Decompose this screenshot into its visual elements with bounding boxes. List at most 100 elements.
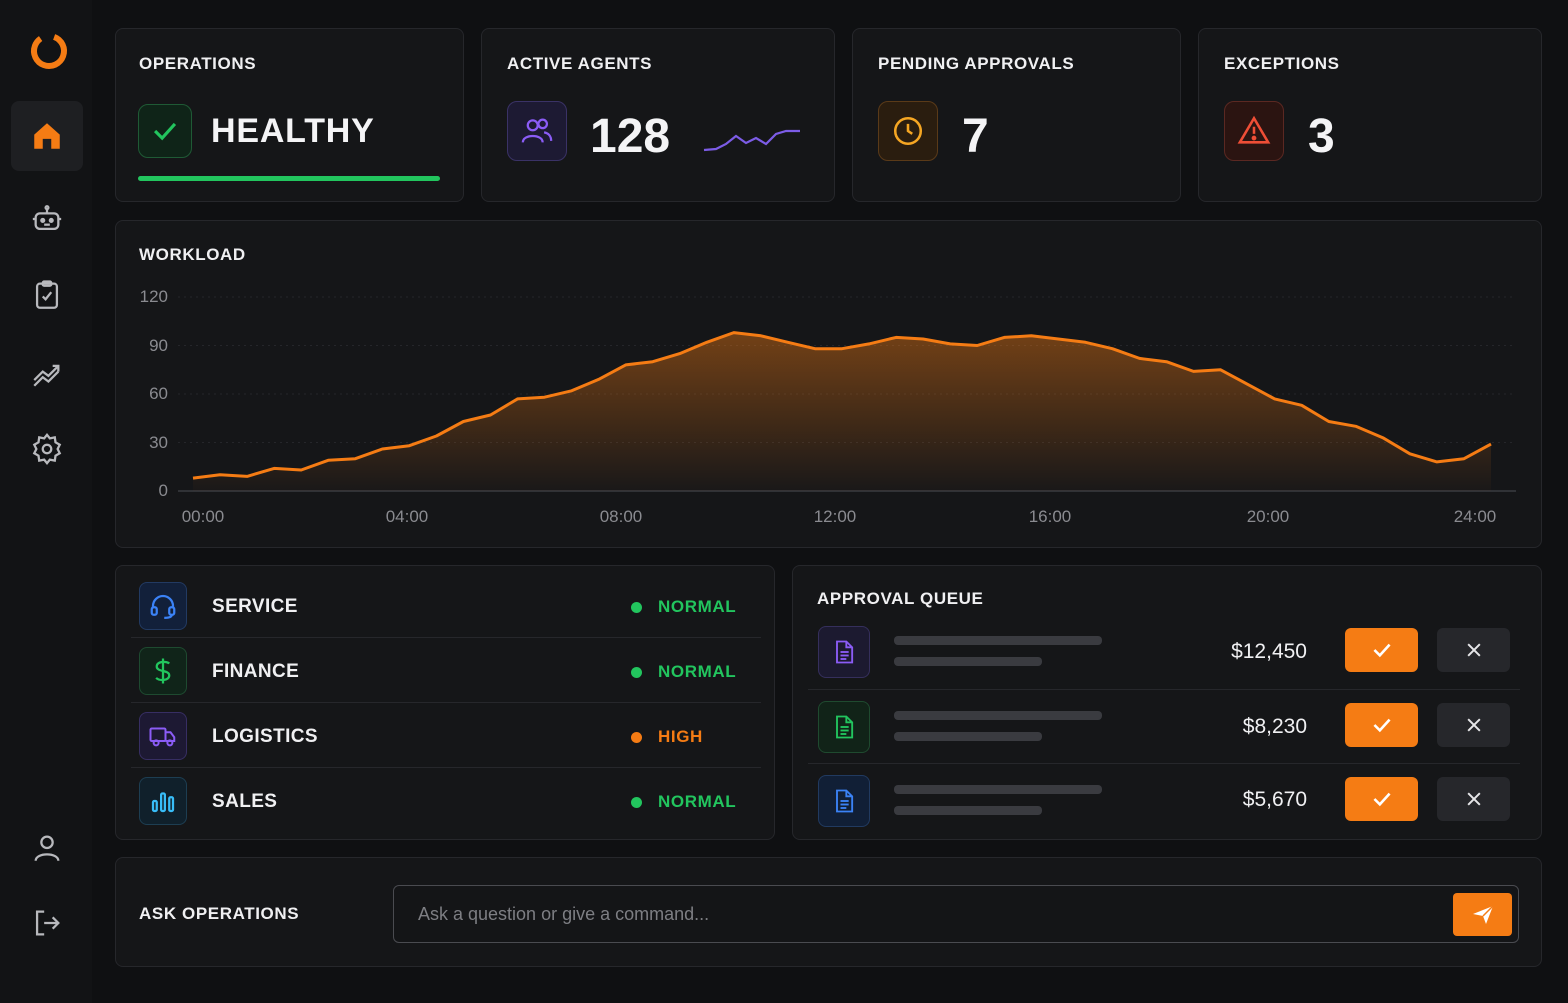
check-icon <box>1372 718 1391 733</box>
nav-profile[interactable] <box>11 813 83 883</box>
placeholder-line <box>894 732 1042 741</box>
ask-operations-card: ASK OPERATIONS <box>115 857 1542 967</box>
x-tick-label: 08:00 <box>599 507 643 526</box>
health-bar-fill <box>138 176 440 181</box>
active-agents-title: ACTIVE AGENTS <box>507 54 653 73</box>
approval-queue-card: APPROVAL QUEUE $12,450 $8,230 <box>792 565 1542 840</box>
check-icon <box>1372 792 1391 807</box>
clock-icon <box>893 116 923 146</box>
approvals-icon-box <box>878 101 938 161</box>
operations-card: OPERATIONS HEALTHY <box>115 28 464 202</box>
document-icon <box>836 789 854 813</box>
exceptions-value: 3 <box>1308 110 1335 163</box>
close-icon <box>1466 792 1481 806</box>
dept-icon-box <box>139 582 187 630</box>
status-dot <box>631 602 642 613</box>
document-icon-box <box>818 626 870 678</box>
active-agents-value: 128 <box>590 110 671 163</box>
workload-chart <box>178 296 1516 492</box>
exceptions-card: EXCEPTIONS 3 <box>1198 28 1542 202</box>
nav-home[interactable] <box>11 101 83 171</box>
dept-row-service[interactable]: SERVICE NORMAL <box>131 574 761 638</box>
dept-label: SERVICE <box>212 596 298 617</box>
approval-queue-title: APPROVAL QUEUE <box>817 589 984 608</box>
dept-status: NORMAL <box>658 792 737 811</box>
close-icon <box>1466 643 1481 657</box>
bar-chart-icon <box>151 792 175 813</box>
y-tick-label: 120 <box>139 287 168 306</box>
operations-title: OPERATIONS <box>139 54 257 73</box>
active-agents-card: ACTIVE AGENTS 128 <box>481 28 835 202</box>
close-icon <box>1466 718 1481 732</box>
status-dot <box>631 732 642 743</box>
send-icon <box>1472 904 1494 924</box>
pending-approvals-card: PENDING APPROVALS 7 <box>852 28 1181 202</box>
approve-button[interactable] <box>1345 777 1418 821</box>
approval-amount: $5,670 <box>1242 788 1307 811</box>
nav-tasks[interactable] <box>11 260 83 330</box>
document-icon-box <box>818 701 870 753</box>
y-tick-label: 30 <box>149 432 168 452</box>
x-tick-label: 12:00 <box>813 507 857 526</box>
status-dot <box>631 797 642 808</box>
agents-icon-box <box>507 101 567 161</box>
dept-row-sales[interactable]: SALES NORMAL <box>131 769 761 833</box>
nav-analytics[interactable] <box>11 338 83 408</box>
users-icon <box>521 118 553 143</box>
reject-button[interactable] <box>1437 777 1510 821</box>
dept-label: FINANCE <box>212 661 300 682</box>
ring-logo-icon[interactable] <box>29 31 69 71</box>
placeholder-line <box>894 711 1102 720</box>
y-tick-label: 60 <box>149 384 168 403</box>
truck-icon <box>149 727 176 747</box>
ask-operations-title: ASK OPERATIONS <box>139 904 300 923</box>
agents-sparkline <box>703 129 800 152</box>
status-dot <box>631 667 642 678</box>
x-tick-label: 20:00 <box>1246 507 1290 526</box>
approval-amount: $8,230 <box>1242 715 1307 738</box>
send-button[interactable] <box>1453 893 1512 936</box>
x-tick-label: 00:00 <box>181 507 225 526</box>
approve-button[interactable] <box>1345 628 1418 672</box>
check-icon <box>153 122 177 141</box>
approval-row: $8,230 <box>808 690 1520 764</box>
dept-row-finance[interactable]: FINANCE NORMAL <box>131 639 761 703</box>
dept-icon-box <box>139 647 187 695</box>
gear-icon <box>32 433 62 465</box>
nav-settings[interactable] <box>11 414 83 484</box>
ask-input-wrapper <box>393 885 1519 943</box>
placeholder-line <box>894 636 1102 645</box>
placeholder-line <box>894 806 1042 815</box>
dept-icon-box <box>139 712 187 760</box>
robot-icon <box>32 205 62 231</box>
operations-status: HEALTHY <box>211 112 375 150</box>
ask-input[interactable] <box>394 886 1444 942</box>
nav-logout[interactable] <box>11 888 83 958</box>
logout-icon <box>35 910 60 936</box>
approve-button[interactable] <box>1345 703 1418 747</box>
dollar-icon <box>155 658 171 684</box>
x-tick-label: 24:00 <box>1453 507 1497 526</box>
placeholder-line <box>894 657 1042 666</box>
exceptions-icon-box <box>1224 101 1284 161</box>
pending-approvals-title: PENDING APPROVALS <box>878 54 1075 73</box>
reject-button[interactable] <box>1437 628 1510 672</box>
exceptions-title: EXCEPTIONS <box>1224 54 1340 73</box>
approval-row: $12,450 <box>808 616 1520 690</box>
dept-row-logistics[interactable]: LOGISTICS HIGH <box>131 704 761 768</box>
departments-card: SERVICE NORMAL FINANCE NORMAL LOGISTICS … <box>115 565 775 840</box>
approval-amount: $12,450 <box>1231 640 1307 663</box>
dept-status: NORMAL <box>658 597 737 616</box>
approval-row: $5,670 <box>808 764 1520 838</box>
reject-button[interactable] <box>1437 703 1510 747</box>
pending-approvals-value: 7 <box>962 110 989 163</box>
dept-status: NORMAL <box>658 662 737 681</box>
nav-agents[interactable] <box>11 184 83 254</box>
document-icon <box>836 715 854 739</box>
warning-icon <box>1237 115 1271 144</box>
workload-area <box>193 332 1491 491</box>
workload-card: WORKLOAD 120 90 60 30 0 00:00 04:00 08:00 12:00… <box>115 220 1542 548</box>
operations-status-icon <box>138 104 192 158</box>
sidebar <box>0 0 92 1003</box>
dept-status: HIGH <box>658 727 703 746</box>
